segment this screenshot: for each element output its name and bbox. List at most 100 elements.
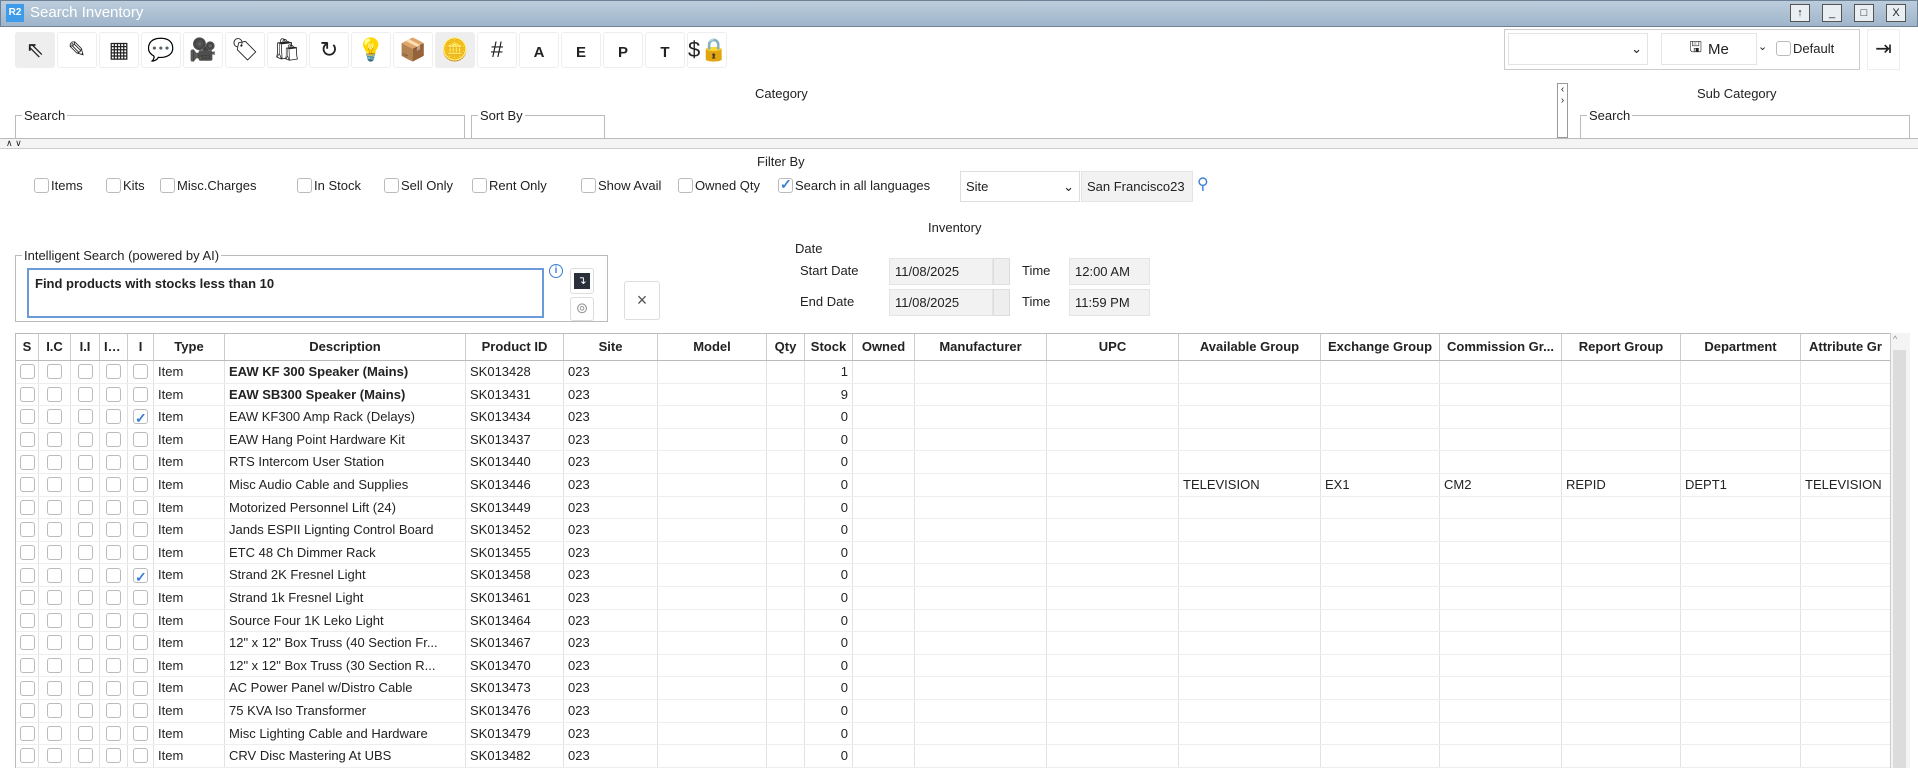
row-checkbox-cell[interactable] (39, 361, 71, 383)
row-checkbox[interactable] (19, 545, 35, 561)
row-checkbox-cell[interactable] (100, 383, 128, 406)
table-row[interactable]: Item CRV Disc Mastering At UBS SK013482 023… (16, 745, 1890, 768)
history-icon[interactable]: ⊚ (570, 297, 594, 321)
exit-icon[interactable]: ⇥ (1867, 29, 1900, 70)
table-row[interactable]: Item 12" x 12" Box Truss (40 Section Fr..… (16, 632, 1890, 655)
row-checkbox[interactable] (77, 477, 93, 493)
row-checkbox-cell[interactable] (128, 654, 154, 677)
row-checkbox[interactable] (77, 386, 93, 402)
row-checkbox[interactable] (19, 454, 35, 470)
toolbar-button-table-a[interactable]: A (519, 32, 559, 68)
row-checkbox-cell[interactable] (16, 564, 39, 586)
row-checkbox[interactable] (133, 499, 148, 515)
row-checkbox[interactable] (106, 567, 121, 583)
table-row[interactable]: Item Misc Audio Cable and Supplies SK01344… (16, 473, 1890, 497)
row-checkbox[interactable] (19, 364, 35, 380)
row-checkbox[interactable] (106, 748, 121, 764)
row-checkbox-cell[interactable] (16, 609, 39, 632)
row-checkbox[interactable] (47, 364, 62, 380)
row-checkbox-cell[interactable] (100, 541, 128, 564)
table-row[interactable]: Item ETC 48 Ch Dimmer Rack SK013455 023 0 (16, 541, 1890, 565)
row-checkbox[interactable] (106, 364, 121, 380)
row-checkbox[interactable] (77, 364, 93, 380)
row-checkbox-cell[interactable] (16, 541, 39, 564)
checkbox[interactable] (106, 178, 121, 193)
row-checkbox-cell[interactable] (71, 451, 100, 473)
row-checkbox-cell[interactable] (71, 473, 100, 496)
table-row[interactable]: Item Jands ESPII Lignting Control Board SK… (16, 519, 1890, 542)
row-checkbox[interactable] (19, 409, 35, 425)
row-checkbox-cell[interactable] (39, 428, 71, 451)
row-checkbox[interactable] (106, 522, 121, 538)
filter-checkbox-search-in-all-languages[interactable]: Search in all languages (778, 176, 930, 193)
row-checkbox[interactable] (106, 386, 121, 402)
row-checkbox-cell[interactable] (128, 383, 154, 406)
row-checkbox[interactable] (47, 477, 62, 493)
toolbar-button-chat[interactable]: 💬 (141, 32, 181, 68)
row-checkbox-cell[interactable] (71, 654, 100, 677)
toolbar-button-table-p[interactable]: P (603, 32, 643, 68)
row-checkbox[interactable] (47, 567, 62, 583)
row-checkbox[interactable] (106, 590, 121, 606)
row-checkbox-cell[interactable] (100, 451, 128, 473)
row-checkbox[interactable] (77, 499, 93, 515)
row-checkbox[interactable] (47, 703, 62, 719)
row-checkbox-cell[interactable] (16, 406, 39, 428)
row-checkbox-cell[interactable] (39, 745, 71, 767)
search-icon[interactable]: ⚲ (1197, 176, 1209, 193)
row-checkbox[interactable] (77, 454, 93, 470)
row-checkbox-cell[interactable] (39, 473, 71, 496)
clear-search-button[interactable]: × (624, 281, 660, 320)
row-checkbox[interactable] (19, 477, 35, 493)
start-date-field[interactable]: 11/08/2025 (889, 258, 993, 285)
row-checkbox[interactable] (47, 680, 62, 696)
row-checkbox-cell[interactable] (39, 654, 71, 677)
table-row[interactable]: Item EAW SB300 Speaker (Mains) SK013431 023… (16, 383, 1890, 407)
row-checkbox[interactable] (77, 748, 93, 764)
row-checkbox[interactable] (47, 612, 62, 628)
row-checkbox[interactable] (133, 522, 148, 538)
table-row[interactable]: Item 75 KVA Iso Transformer SK013476 023 0 (16, 699, 1890, 723)
row-checkbox[interactable] (47, 590, 62, 606)
toolbar-button-video-camera[interactable]: 🎥 (183, 32, 223, 68)
row-checkbox-cell[interactable] (39, 519, 71, 541)
minimize-button[interactable]: _ (1822, 4, 1842, 22)
row-checkbox-cell[interactable] (71, 519, 100, 541)
row-checkbox[interactable] (19, 567, 35, 583)
column-header[interactable]: Available Group (1179, 334, 1321, 360)
row-checkbox-cell[interactable] (39, 451, 71, 473)
row-checkbox-cell[interactable] (100, 428, 128, 451)
row-checkbox-cell[interactable] (16, 677, 39, 699)
row-checkbox[interactable] (77, 522, 93, 538)
row-checkbox[interactable] (47, 409, 62, 425)
row-checkbox-cell[interactable] (128, 428, 154, 451)
filter-checkbox-items[interactable]: Items (34, 178, 83, 193)
row-checkbox[interactable] (106, 725, 121, 741)
close-button[interactable]: X (1886, 4, 1906, 22)
checkbox[interactable] (297, 178, 312, 193)
row-checkbox[interactable] (133, 407, 148, 428)
column-header[interactable]: Manufacturer (915, 334, 1047, 360)
row-checkbox-cell[interactable] (100, 699, 128, 722)
toolbar-button-hash[interactable]: # (477, 32, 517, 68)
row-checkbox-cell[interactable] (100, 586, 128, 609)
row-checkbox-cell[interactable] (39, 677, 71, 699)
row-checkbox[interactable] (77, 612, 93, 628)
row-checkbox[interactable] (19, 658, 35, 674)
site-select[interactable]: Site ⌄ (960, 171, 1080, 202)
table-row[interactable]: Item Motorized Personnel Lift (24) SK01344… (16, 496, 1890, 520)
row-checkbox-cell[interactable] (128, 519, 154, 541)
row-checkbox-cell[interactable] (71, 496, 100, 519)
row-checkbox-cell[interactable] (16, 428, 39, 451)
row-checkbox[interactable] (133, 748, 148, 764)
row-checkbox[interactable] (77, 680, 93, 696)
row-checkbox-cell[interactable] (71, 632, 100, 654)
column-header[interactable]: Site (564, 334, 658, 360)
checkbox[interactable] (778, 176, 793, 193)
column-header[interactable]: Exchange Group (1321, 334, 1440, 360)
column-header[interactable]: Stock (805, 334, 853, 360)
row-checkbox[interactable] (47, 545, 62, 561)
save-layout-button[interactable]: 🖫 Me (1661, 33, 1757, 65)
row-checkbox[interactable] (77, 635, 93, 651)
row-checkbox-cell[interactable] (16, 586, 39, 609)
